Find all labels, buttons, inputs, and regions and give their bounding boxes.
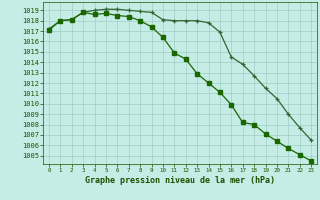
X-axis label: Graphe pression niveau de la mer (hPa): Graphe pression niveau de la mer (hPa) [85, 176, 275, 185]
